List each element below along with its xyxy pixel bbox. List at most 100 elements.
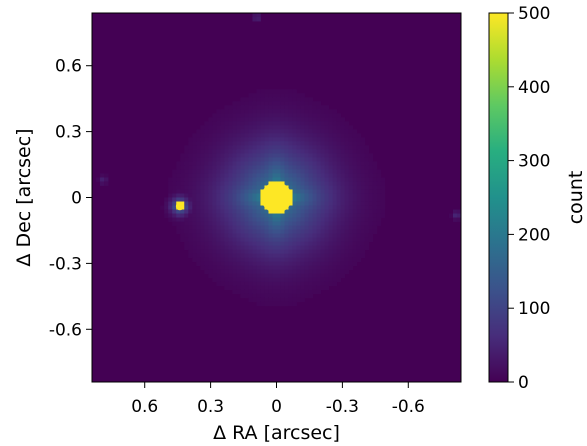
heatmap-cell (272, 97, 277, 102)
heatmap-cell (220, 181, 225, 186)
heatmap-cell (348, 197, 354, 202)
heatmap-cell (304, 213, 309, 218)
heatmap-cell (340, 117, 346, 122)
heatmap-cell (280, 245, 285, 251)
heatmap-cell (284, 109, 289, 114)
heatmap-cell (308, 193, 313, 198)
heatmap-cell (268, 105, 273, 110)
heatmap-cell (268, 153, 273, 158)
heatmap-cell (304, 265, 309, 271)
heatmap-cell (312, 209, 318, 214)
heatmap-cell (336, 249, 342, 255)
heatmap-cell (248, 249, 253, 255)
heatmap-cell (348, 201, 354, 206)
heatmap-cell (304, 209, 309, 214)
heatmap-cell (284, 153, 289, 158)
heatmap-cell (304, 233, 309, 239)
heatmap-cell (320, 261, 326, 267)
heatmap-cell (288, 245, 293, 251)
heatmap-cell (340, 201, 346, 206)
heatmap-cell (228, 237, 233, 243)
heatmap-cell (312, 109, 318, 114)
heatmap-cell (208, 265, 213, 271)
heatmap-cell (244, 133, 249, 138)
heatmap-cell (184, 161, 189, 166)
heatmap-cell (328, 185, 334, 190)
heatmap-cell (332, 233, 338, 239)
heatmap-cell (276, 149, 281, 154)
heatmap-cell (240, 253, 245, 259)
heatmap-cell (292, 245, 297, 251)
heatmap-cell (208, 249, 213, 255)
heatmap-cell (308, 201, 313, 206)
heatmap-cell (316, 281, 322, 287)
heatmap-cell (268, 273, 273, 279)
heatmap-cell (280, 269, 285, 275)
heatmap-cell (292, 113, 297, 118)
heatmap-cell (176, 217, 181, 222)
heatmap-cell (300, 165, 305, 170)
heatmap-cell (296, 281, 301, 287)
heatmap-cell (328, 197, 334, 202)
heatmap-cell (344, 133, 350, 138)
heatmap-cell (356, 201, 362, 206)
heatmap-cell (216, 109, 221, 114)
heatmap-cell (228, 121, 233, 126)
heatmap-cell (232, 197, 237, 202)
heatmap-cell (224, 245, 229, 251)
heatmap-cell (228, 197, 233, 202)
heatmap-cell (268, 113, 273, 118)
heatmap-cell (364, 193, 370, 198)
heatmap-cell (236, 289, 241, 295)
heatmap-cell (276, 221, 281, 226)
heatmap-cell (216, 189, 221, 194)
heatmap-cell (272, 273, 277, 279)
heatmap-cell (308, 217, 313, 222)
heatmap-cell (244, 157, 249, 162)
y-tick-label: 0 (71, 189, 82, 209)
heatmap-cell (204, 129, 209, 134)
heatmap-cell (336, 241, 342, 247)
heatmap-cell (200, 253, 205, 259)
heatmap-cell (172, 177, 177, 182)
heatmap-cell (180, 153, 185, 158)
heatmap-cell (176, 169, 181, 174)
heatmap-cell (232, 201, 237, 206)
heatmap-cell (308, 241, 313, 247)
heatmap-cell (268, 225, 273, 230)
heatmap-cell (368, 197, 374, 202)
heatmap-cell (292, 301, 297, 307)
heatmap-cell (216, 181, 221, 186)
heatmap-cell (204, 161, 209, 166)
heatmap-cell (216, 277, 221, 283)
heatmap-cell (244, 277, 249, 283)
heatmap-cell (288, 97, 293, 102)
heatmap-cell (220, 197, 225, 202)
heatmap-cell (324, 241, 330, 247)
heatmap-cell (284, 221, 289, 226)
heatmap-cell (200, 125, 205, 130)
heatmap-cell (252, 149, 257, 154)
heatmap-cell (276, 105, 281, 110)
heatmap-cell (180, 161, 185, 166)
heatmap-cell (272, 293, 277, 299)
heatmap-cell (252, 197, 257, 202)
heatmap-cell (340, 173, 346, 178)
heatmap-cell (320, 197, 326, 202)
heatmap-cell (372, 225, 378, 230)
heatmap-cell (304, 105, 309, 110)
heatmap-cell (320, 113, 326, 118)
heatmap-cell (308, 209, 313, 214)
heatmap-cell (184, 229, 189, 234)
heatmap-cell (288, 249, 293, 255)
heatmap-cell (268, 209, 273, 214)
heatmap-cell (308, 117, 313, 122)
heatmap-cell (332, 253, 338, 259)
y-axis-label: Δ Dec [arcsec] (13, 128, 35, 266)
heatmap-cell (312, 277, 318, 283)
heatmap-cell (308, 157, 313, 162)
heatmap-cell (280, 105, 285, 110)
heatmap-cell (248, 157, 253, 162)
heatmap-cell (332, 269, 338, 275)
heatmap-cell (220, 129, 225, 134)
